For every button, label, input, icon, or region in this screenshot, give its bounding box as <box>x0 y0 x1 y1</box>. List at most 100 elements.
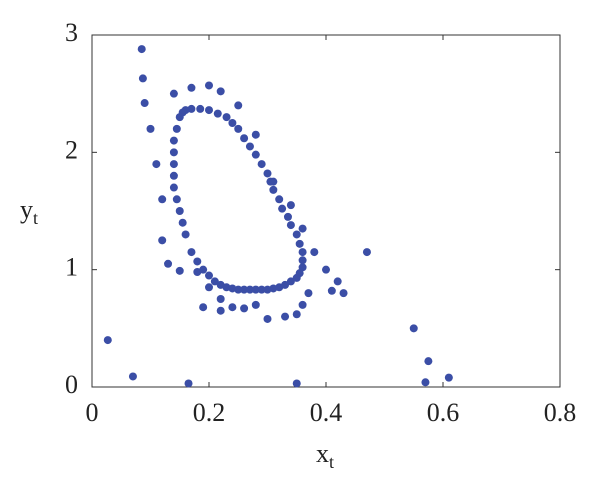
point <box>286 221 295 230</box>
point <box>172 195 181 204</box>
point <box>304 289 313 298</box>
point <box>327 286 336 295</box>
point <box>128 372 137 381</box>
point <box>187 248 196 257</box>
point <box>137 45 146 54</box>
point <box>322 265 330 274</box>
point <box>152 160 161 169</box>
point <box>216 306 225 315</box>
point <box>140 99 149 108</box>
point <box>164 259 173 268</box>
point <box>409 324 418 333</box>
point <box>251 150 260 159</box>
point <box>240 304 249 313</box>
point <box>298 248 307 257</box>
point <box>222 113 231 122</box>
point <box>138 74 147 83</box>
y-axis-label: yt <box>20 195 38 228</box>
point <box>216 87 225 96</box>
point <box>298 224 307 233</box>
point <box>205 81 213 90</box>
point <box>184 379 193 388</box>
point <box>281 280 290 289</box>
plot-frame <box>91 34 561 388</box>
point <box>169 136 178 145</box>
point <box>172 124 181 133</box>
point <box>292 310 301 319</box>
point <box>298 263 307 272</box>
point <box>333 277 342 286</box>
x-tick-label: 0 <box>86 398 99 427</box>
y-tick-label: 1 <box>65 253 78 282</box>
point <box>286 277 295 286</box>
y-tick-label: 2 <box>65 135 78 164</box>
point <box>158 236 167 245</box>
point <box>175 266 184 275</box>
point <box>178 108 187 117</box>
point <box>169 89 178 98</box>
x-tick-label: 0.4 <box>310 398 343 427</box>
point <box>298 300 307 309</box>
x-tick-label: 0.6 <box>427 398 460 427</box>
point <box>251 300 260 309</box>
point <box>281 312 290 321</box>
point <box>424 357 433 366</box>
point <box>298 256 307 265</box>
point <box>251 130 260 139</box>
point <box>169 183 178 192</box>
point <box>444 373 453 382</box>
point <box>178 218 187 227</box>
point <box>158 195 167 204</box>
point <box>240 134 249 143</box>
point <box>292 379 301 388</box>
point <box>362 248 371 257</box>
x-axis-label: xt <box>316 439 334 472</box>
y-tick-label: 0 <box>65 370 78 399</box>
y-tick-label: 3 <box>65 18 78 47</box>
x-tick-label: 0.2 <box>193 398 226 427</box>
point <box>257 160 266 169</box>
point <box>251 285 260 294</box>
point <box>146 124 155 133</box>
point <box>245 142 254 151</box>
point <box>245 285 254 294</box>
point <box>169 171 178 180</box>
point <box>269 185 278 194</box>
point <box>234 124 243 133</box>
point <box>257 285 266 294</box>
point <box>199 265 208 274</box>
point <box>169 148 178 157</box>
point <box>339 289 348 298</box>
point <box>263 314 272 323</box>
point <box>275 195 284 204</box>
point <box>240 285 249 294</box>
point <box>234 285 243 294</box>
point <box>205 106 213 115</box>
point <box>266 177 275 186</box>
point <box>187 83 196 92</box>
point <box>310 248 319 257</box>
point <box>278 204 287 213</box>
point <box>103 336 112 345</box>
point <box>210 277 219 286</box>
point <box>421 378 430 387</box>
point <box>234 101 243 110</box>
point <box>205 271 213 280</box>
point <box>295 239 304 248</box>
point <box>196 104 205 113</box>
point <box>228 303 237 312</box>
point <box>283 212 292 221</box>
point <box>263 169 272 178</box>
point <box>228 119 237 127</box>
point <box>292 230 301 239</box>
point <box>199 303 208 312</box>
point <box>205 283 213 292</box>
point <box>193 257 202 266</box>
point <box>181 230 190 239</box>
point <box>286 201 295 210</box>
point <box>213 109 222 118</box>
point <box>216 295 225 303</box>
point <box>175 207 184 215</box>
x-tick-label: 0.8 <box>544 398 577 427</box>
